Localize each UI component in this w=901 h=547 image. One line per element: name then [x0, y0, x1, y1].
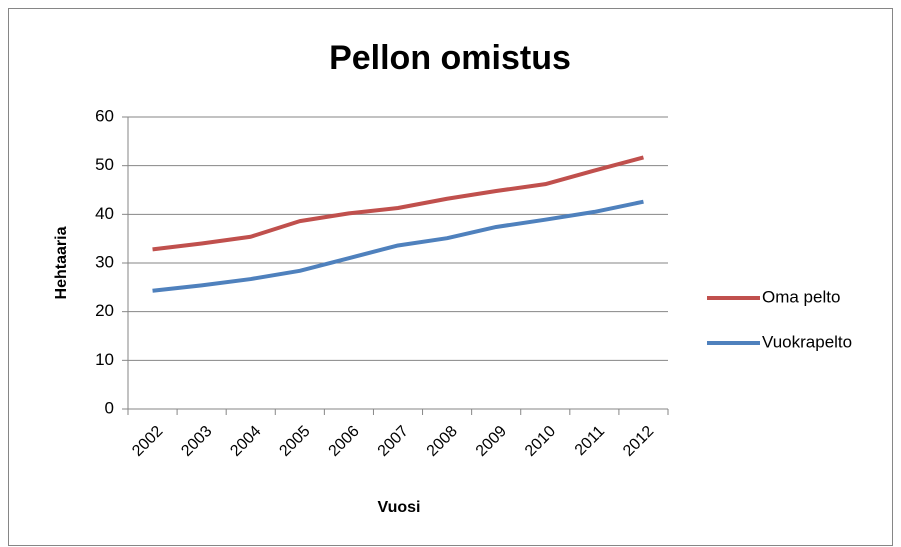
legend-label: Vuokrapelto	[762, 332, 852, 351]
legend-label: Oma pelto	[762, 287, 840, 306]
x-axis-title: Vuosi	[378, 499, 421, 516]
y-tick-label: 40	[95, 204, 114, 223]
chart-border	[8, 8, 893, 546]
y-tick-label: 30	[95, 252, 114, 271]
y-tick-label: 20	[95, 301, 114, 320]
y-tick-label: 10	[95, 350, 114, 369]
y-axis-title: Hehtaaria	[53, 226, 70, 299]
y-tick-label: 60	[95, 106, 114, 125]
y-tick-label: 50	[95, 155, 114, 174]
series-line	[152, 155, 644, 252]
chart-title: Pellon omistus	[329, 39, 571, 77]
y-tick-label: 0	[105, 398, 114, 417]
series-line	[152, 199, 644, 293]
